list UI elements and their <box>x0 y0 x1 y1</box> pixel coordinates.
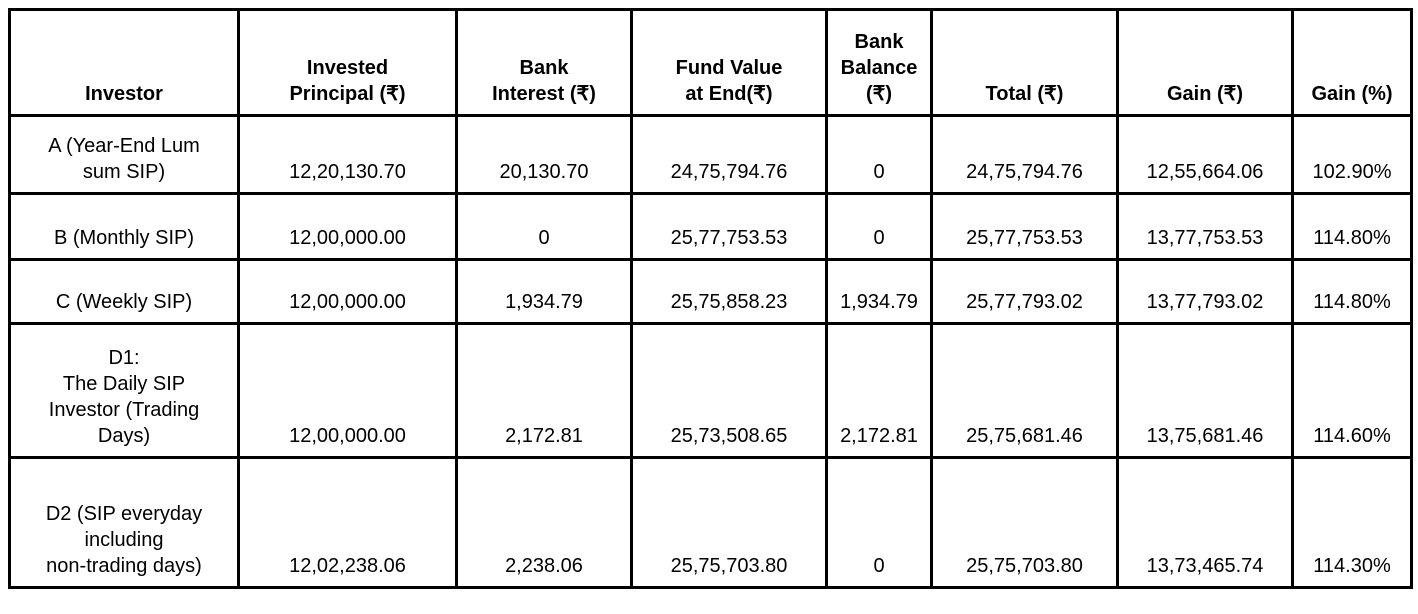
cell-investor: C (Weekly SIP) <box>8 258 240 325</box>
cell-total: 25,75,681.46 <box>930 322 1119 459</box>
table-row-investor-c: C (Weekly SIP) 12,00,000.00 1,934.79 25,… <box>8 258 1413 325</box>
cell-bank-balance: 0 <box>825 114 933 195</box>
cell-bank-interest: 20,130.70 <box>455 114 633 195</box>
cell-investor: A (Year-End Lum sum SIP) <box>8 114 240 195</box>
cell-bank-balance: 0 <box>825 456 933 589</box>
cell-gain-amount: 13,77,753.53 <box>1116 192 1294 261</box>
cell-total: 25,77,793.02 <box>930 258 1119 325</box>
cell-fund-value: 25,77,753.53 <box>630 192 828 261</box>
header-row: Investor Invested Principal (₹) Bank Int… <box>8 8 1413 117</box>
cell-total: 25,75,703.80 <box>930 456 1119 589</box>
col-header-investor: Investor <box>8 8 240 117</box>
cell-gain-percent: 114.80% <box>1291 258 1413 325</box>
cell-bank-interest: 0 <box>455 192 633 261</box>
cell-investor: D1: The Daily SIP Investor (Trading Days… <box>8 322 240 459</box>
cell-bank-balance: 0 <box>825 192 933 261</box>
cell-investor: D2 (SIP everyday including non-trading d… <box>8 456 240 589</box>
cell-total: 24,75,794.76 <box>930 114 1119 195</box>
investors-comparison-table: Investor Invested Principal (₹) Bank Int… <box>8 8 1413 589</box>
col-header-gain-amount: Gain (₹) <box>1116 8 1294 117</box>
cell-bank-balance: 1,934.79 <box>825 258 933 325</box>
cell-bank-interest: 2,238.06 <box>455 456 633 589</box>
cell-fund-value: 25,75,858.23 <box>630 258 828 325</box>
cell-invested-principal: 12,02,238.06 <box>237 456 458 589</box>
cell-bank-interest: 2,172.81 <box>455 322 633 459</box>
col-header-invested-principal: Invested Principal (₹) <box>237 8 458 117</box>
cell-invested-principal: 12,00,000.00 <box>237 322 458 459</box>
cell-gain-percent: 114.30% <box>1291 456 1413 589</box>
cell-invested-principal: 12,20,130.70 <box>237 114 458 195</box>
cell-invested-principal: 12,00,000.00 <box>237 192 458 261</box>
cell-gain-amount: 13,73,465.74 <box>1116 456 1294 589</box>
table-row-investor-d2: D2 (SIP everyday including non-trading d… <box>8 456 1413 589</box>
cell-gain-amount: 13,77,793.02 <box>1116 258 1294 325</box>
cell-fund-value: 24,75,794.76 <box>630 114 828 195</box>
cell-bank-balance: 2,172.81 <box>825 322 933 459</box>
cell-gain-percent: 102.90% <box>1291 114 1413 195</box>
col-header-bank-balance: Bank Balance (₹) <box>825 8 933 117</box>
cell-gain-percent: 114.60% <box>1291 322 1413 459</box>
cell-investor: B (Monthly SIP) <box>8 192 240 261</box>
cell-fund-value: 25,73,508.65 <box>630 322 828 459</box>
cell-invested-principal: 12,00,000.00 <box>237 258 458 325</box>
table-row-investor-a: A (Year-End Lum sum SIP) 12,20,130.70 20… <box>8 114 1413 195</box>
cell-bank-interest: 1,934.79 <box>455 258 633 325</box>
col-header-bank-interest: Bank Interest (₹) <box>455 8 633 117</box>
col-header-fund-value: Fund Value at End(₹) <box>630 8 828 117</box>
cell-total: 25,77,753.53 <box>930 192 1119 261</box>
cell-gain-amount: 13,75,681.46 <box>1116 322 1294 459</box>
cell-fund-value: 25,75,703.80 <box>630 456 828 589</box>
col-header-total: Total (₹) <box>930 8 1119 117</box>
cell-gain-amount: 12,55,664.06 <box>1116 114 1294 195</box>
col-header-gain-percent: Gain (%) <box>1291 8 1413 117</box>
table-row-investor-b: B (Monthly SIP) 12,00,000.00 0 25,77,753… <box>8 192 1413 261</box>
cell-gain-percent: 114.80% <box>1291 192 1413 261</box>
table-row-investor-d1: D1: The Daily SIP Investor (Trading Days… <box>8 322 1413 459</box>
